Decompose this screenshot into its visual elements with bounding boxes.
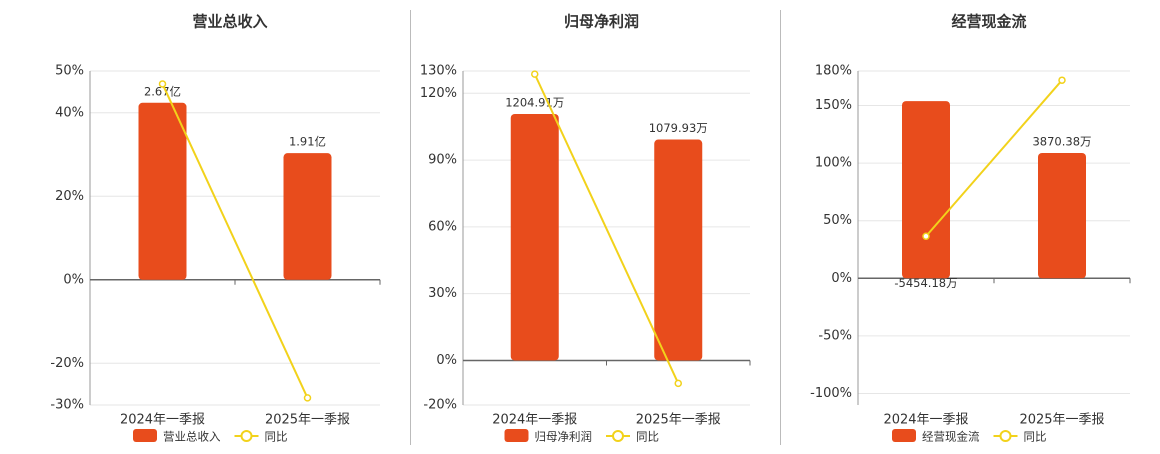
bar-value-label: 1079.93万 (649, 121, 708, 135)
y-tick-label: 130% (420, 64, 457, 79)
y-tick-label: 60% (428, 219, 457, 234)
x-tick-label: 2024年一季报 (883, 413, 968, 428)
y-tick-label: 0% (436, 353, 457, 368)
line (925, 79, 1063, 237)
y-tick-label: -100% (810, 386, 852, 401)
bar-value-label: 1204.91万 (505, 95, 564, 109)
y-tick-label: 0% (831, 271, 852, 286)
x-tick-label: 2025年一季报 (636, 413, 721, 428)
legend-swatch (504, 429, 529, 442)
line (161, 83, 309, 399)
legend-swatch (612, 430, 624, 442)
x-tick-label: 2024年一季报 (492, 413, 577, 428)
legend-swatch (133, 429, 157, 442)
y-tick-label: 100% (815, 156, 852, 171)
legend-label: 同比 (636, 430, 659, 444)
bar-value-label: 3870.38万 (1032, 134, 1091, 148)
legend-label: 同比 (1024, 430, 1047, 444)
y-tick-label: 50% (55, 64, 84, 79)
y-tick-label: 20% (55, 189, 84, 204)
line-point (303, 394, 312, 402)
bar (1038, 152, 1086, 279)
y-tick-label: 120% (420, 86, 457, 101)
legend-swatch (999, 430, 1012, 442)
bar (283, 153, 332, 280)
chart-title: 经营现金流 (951, 13, 1026, 31)
bar (902, 101, 950, 279)
legend-label: 同比 (265, 430, 288, 444)
chart-title: 营业总收入 (192, 13, 267, 31)
line-point (531, 70, 539, 78)
line-point (674, 379, 682, 388)
y-tick-label: 50% (823, 213, 852, 228)
bar (510, 113, 559, 361)
x-tick-label: 2024年一季报 (120, 413, 205, 428)
y-tick-label: -50% (818, 328, 852, 343)
chart-title: 归母净利润 (564, 13, 639, 31)
line-point (158, 80, 167, 88)
legend-swatch (240, 430, 253, 442)
x-tick-label: 2025年一季报 (1019, 413, 1104, 428)
y-tick-label: 40% (55, 105, 84, 120)
legend-label: 归母净利润 (535, 430, 593, 444)
y-tick-label: 30% (428, 286, 457, 301)
bar-value-label: 2.67亿 (144, 84, 181, 98)
bar (138, 102, 187, 280)
legend-swatch (892, 429, 916, 442)
bar-value-label: 1.91亿 (289, 135, 326, 149)
bar (654, 139, 703, 361)
legend-label: 经营现金流 (922, 430, 980, 444)
line-point (922, 232, 930, 241)
y-tick-label: -30% (50, 398, 84, 413)
line (533, 73, 680, 384)
bar-value-label: -5454.18万 (894, 276, 957, 290)
x-tick-label: 2025年一季报 (265, 413, 350, 428)
legend-label: 营业总收入 (163, 430, 221, 444)
y-tick-label: 0% (63, 272, 84, 287)
line-point (1058, 76, 1066, 84)
y-tick-label: 180% (815, 64, 852, 79)
y-tick-label: -20% (50, 356, 84, 371)
y-tick-label: -20% (423, 398, 457, 413)
y-tick-label: 90% (428, 153, 457, 168)
y-tick-label: 150% (815, 98, 852, 113)
